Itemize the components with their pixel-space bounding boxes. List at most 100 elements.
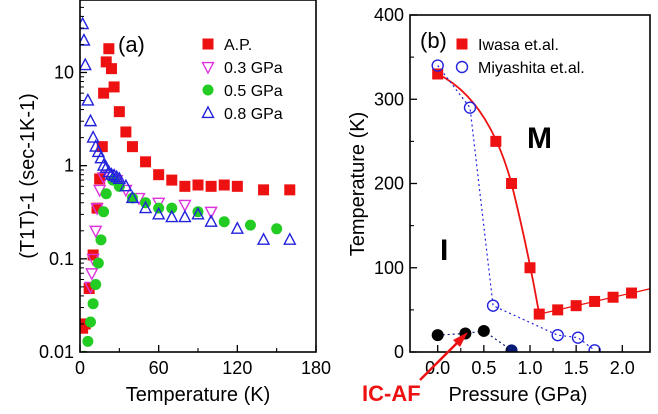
panel-b-data	[431, 59, 650, 352]
panel-a-point-0	[126, 141, 138, 153]
panel-b-point-0	[589, 295, 601, 307]
panel-b-point-0	[432, 68, 444, 80]
panel-a-point-3	[283, 232, 297, 245]
panel-b-legend-label: Miyashita et.al.	[478, 60, 585, 77]
panel-a-point-3	[96, 158, 111, 171]
panel-b-y-axis-label: Temperature (K)	[347, 112, 369, 257]
panel-b-legend-marker	[456, 38, 468, 50]
panel-b-point-0	[626, 287, 638, 299]
panel-a-point-3	[152, 206, 166, 220]
panel-a-y-axis-label: (T1T)-1 (sec-1K-1)	[17, 93, 39, 259]
panel-a-point-1	[89, 225, 103, 239]
panel-a-point-0	[108, 81, 120, 93]
panel-a-point-0	[113, 106, 125, 118]
panel-a-point-3	[80, 33, 91, 46]
panel-a-point-0	[153, 169, 165, 181]
panel-b-point-0	[490, 135, 502, 147]
panel-b-black-curve	[437, 330, 512, 351]
panel-a-point-2	[82, 335, 94, 347]
panel-a-point-1	[204, 206, 218, 220]
region-label-i: I	[440, 234, 448, 267]
panel-a-point-0	[284, 184, 296, 196]
panel-a-point-2	[92, 257, 104, 269]
panel-a-legend-marker	[201, 61, 215, 75]
panel-a-point-2	[271, 223, 283, 235]
panel-a-point-1	[178, 199, 192, 213]
panel-b-legend: Iwasa et.al. Miyashita et.al.	[455, 37, 585, 77]
panel-b-point-1	[571, 331, 585, 344]
panel-a-point-3	[165, 209, 179, 223]
panel-a-point-3	[83, 113, 98, 127]
panel-a-point-2	[166, 202, 178, 214]
region-label-m: M	[527, 122, 552, 155]
panel-b-point-1	[486, 299, 500, 312]
panel-b-point-0	[533, 308, 545, 320]
panel-b-x-axis-label: Pressure (GPa)	[449, 384, 588, 406]
panel-a-point-3	[125, 190, 140, 204]
panel-a-ticks: 0 60 120 180 0.01 0.1 1 10	[39, 0, 331, 378]
panel-b-point-0	[607, 291, 619, 303]
panel-a-legend-marker	[202, 38, 214, 50]
panel-a-point-0	[166, 174, 178, 186]
panel-b-point-0	[506, 178, 518, 189]
panel-b-point-1	[463, 101, 477, 114]
panel-a-point-3	[138, 200, 153, 214]
panel-a-legend-label: 0.3 GPa	[224, 60, 283, 77]
panel-a-point-3	[107, 168, 121, 181]
panel-a-point-3	[119, 178, 133, 192]
panel-a-point-0	[192, 179, 204, 191]
panel-b-x-tick-label: 1.5	[564, 358, 589, 378]
panel-b-x-tick-label: 0.0	[425, 358, 450, 378]
panel-a-point-3	[102, 164, 116, 178]
panel-b-point-1	[588, 344, 601, 352]
panel-a-point-3	[178, 209, 192, 223]
panel-a-point-2	[90, 279, 102, 291]
panel-b-y-tick-label: 300	[374, 89, 404, 109]
panel-a-point-0	[179, 180, 191, 192]
panel-a-y-tick-label: 0.01	[39, 342, 74, 362]
panel-a-point-0	[103, 43, 115, 55]
panel-a-point-3	[81, 92, 95, 106]
panel-b-point-2	[431, 329, 444, 342]
panel-a-point-2	[244, 219, 256, 231]
panel-a-point-0	[98, 87, 110, 99]
panel-a-x-tick-label: 180	[301, 358, 331, 378]
panel-a-legend-marker	[202, 84, 214, 96]
panel-a-tag: (a)	[118, 32, 145, 57]
panel-b-point-0	[570, 300, 582, 312]
panel-a-point-2	[218, 216, 230, 228]
panel-b-ticks: 0.0 0.5 1.0 1.5 2.0 0 100 200 300 400	[374, 5, 635, 378]
panel-a-point-0	[120, 126, 132, 138]
panel-a-point-2	[100, 188, 112, 200]
panel-b-x-tick-label: 0.5	[471, 358, 496, 378]
panel-a-legend-marker	[201, 105, 215, 119]
panel-b-legend-label: Iwasa et.al.	[478, 37, 559, 54]
panel-b-legend-marker	[455, 60, 469, 74]
panel-a-point-3	[104, 167, 119, 180]
panel-a-x-axis-label: Temperature (K)	[126, 384, 271, 406]
panel-b-y-tick-label: 0	[394, 342, 404, 362]
panel-a-point-0	[258, 184, 270, 196]
ic-af-annotation: IC-AF	[362, 381, 421, 406]
panel-a-point-2	[95, 234, 107, 246]
panel-b-point-1	[431, 59, 444, 72]
panel-a-y-tick-label: 1	[64, 156, 74, 176]
panel-a-point-3	[94, 150, 108, 164]
panel-b-y-tick-label: 200	[374, 174, 404, 194]
panel-a: 0 60 120 180 0.01 0.1 1 10 (a) A.P. 0.3 GPa 0.5 G…	[17, 0, 331, 406]
panel-b-y-tick-label: 400	[374, 5, 404, 25]
panel-a-point-1	[85, 268, 99, 281]
ic-af-arrow	[419, 332, 468, 381]
panel-a-point-2	[87, 298, 99, 310]
panel-a-point-3	[80, 57, 92, 71]
panel-a-point-0	[140, 156, 152, 168]
panel-a-point-0	[105, 63, 117, 75]
panel-b-x-tick-label: 2.0	[610, 358, 635, 378]
panel-a-legend: A.P. 0.3 GPa 0.5 GPa 0.8 GPa	[201, 37, 283, 123]
panel-b-point-2	[477, 324, 490, 337]
panel-a-point-0	[96, 141, 108, 153]
panel-a-legend-label: 0.8 GPa	[224, 106, 283, 123]
panel-a-point-3	[230, 221, 244, 234]
panel-b-x-tick-label: 1.0	[517, 358, 542, 378]
panel-a-point-0	[83, 283, 95, 295]
